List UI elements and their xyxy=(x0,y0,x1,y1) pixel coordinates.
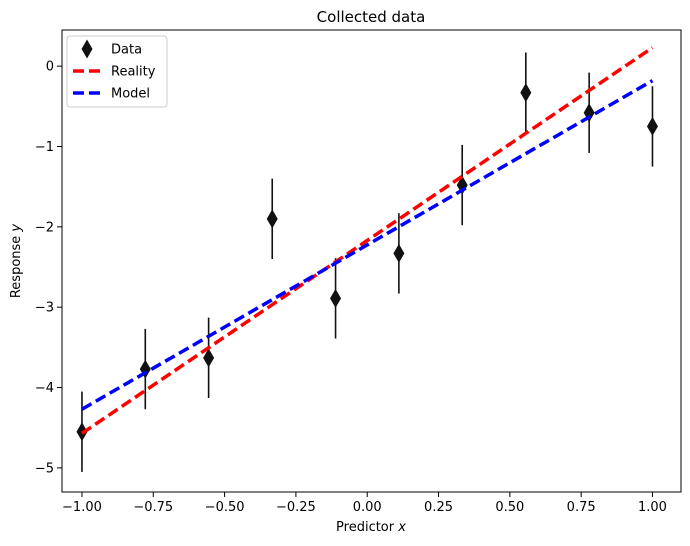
data-point-marker xyxy=(646,116,658,136)
legend-items: Data Reality Model xyxy=(73,39,156,102)
model-line xyxy=(81,79,654,411)
y-tick-label: −2 xyxy=(35,220,54,235)
legend-box xyxy=(66,35,168,108)
axes-frame xyxy=(61,29,682,493)
x-tick-label: 0.50 xyxy=(495,500,524,515)
data-point-marker xyxy=(203,348,215,368)
x-axis-label: Predictor x xyxy=(336,520,406,535)
legend-label: Reality xyxy=(111,65,156,80)
reality-line xyxy=(80,46,654,435)
series-layer xyxy=(76,46,658,472)
y-tick-label: −4 xyxy=(35,381,54,396)
x-tick-label: 0.00 xyxy=(353,500,382,515)
x-tick-label: 0.25 xyxy=(424,500,453,515)
y-axis-label: Response y xyxy=(9,224,24,299)
data-point-marker xyxy=(266,209,278,229)
y-tick-label: −1 xyxy=(35,140,54,155)
legend: Data Reality Model xyxy=(66,35,168,108)
y-tick-label: 0 xyxy=(46,60,54,75)
x-tick-label: 0.75 xyxy=(567,500,596,515)
y-axis-label-variable: y xyxy=(9,224,24,233)
legend-data-marker xyxy=(81,39,93,59)
x-tick-label: 1.00 xyxy=(638,500,667,515)
y-tick-label: −3 xyxy=(35,301,54,316)
x-tick-label: −0.50 xyxy=(205,500,245,515)
y-axis-ticks: 0 −1 −2 −3 −4 −5 xyxy=(35,60,62,476)
x-tick-label: −1.00 xyxy=(62,500,102,515)
x-axis-label-text: Predictor xyxy=(336,520,398,535)
data-point-marker xyxy=(520,83,532,103)
x-tick-label: −0.75 xyxy=(133,500,173,515)
x-axis-label-variable: x xyxy=(397,520,406,535)
y-tick-label: −5 xyxy=(35,461,54,476)
x-tick-label: −0.25 xyxy=(276,500,316,515)
x-axis-ticks: −1.00 −0.75 −0.50 −0.25 0.00 0.25 0.50 0.75 1.00 xyxy=(62,492,667,515)
legend-label: Model xyxy=(111,87,150,102)
chart-title: Collected data xyxy=(317,8,426,26)
data-point-marker xyxy=(330,288,342,308)
legend-label: Data xyxy=(111,43,142,58)
data-point-marker xyxy=(393,243,405,263)
y-axis-label-text: Response xyxy=(9,232,24,299)
